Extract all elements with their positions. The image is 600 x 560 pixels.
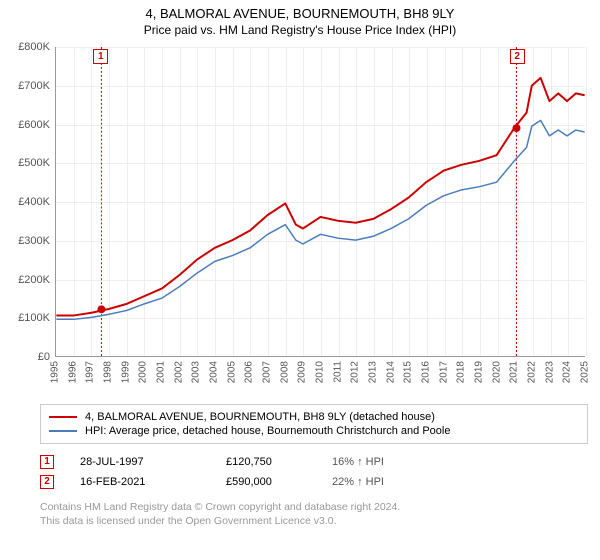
- xtick-label: 2005: [226, 361, 237, 383]
- sale-price: £120,750: [226, 456, 306, 468]
- ytick-label: £400K: [0, 196, 50, 208]
- xtick-label: 2011: [332, 361, 343, 383]
- sale-pct: 22% ↑ HPI: [332, 476, 442, 488]
- series-hpi: [56, 120, 584, 319]
- xtick-label: 2018: [456, 361, 467, 383]
- xtick-label: 2010: [315, 361, 326, 383]
- xtick-label: 2016: [421, 361, 432, 383]
- xtick-label: 2006: [244, 361, 255, 383]
- sale-row: 2 16-FEB-2021 £590,000 22% ↑ HPI: [40, 472, 588, 492]
- series-property: [56, 78, 584, 316]
- attribution-line2: This data is licensed under the Open Gov…: [40, 514, 588, 528]
- sales-list: 1 28-JUL-1997 £120,750 16% ↑ HPI 2 16-FEB-202…: [40, 452, 588, 492]
- xtick-label: 1998: [103, 361, 114, 383]
- marker-badge: 2: [510, 49, 525, 64]
- marker-dot: [97, 305, 105, 313]
- ytick-label: £0: [0, 351, 50, 363]
- chart-svg: [56, 47, 585, 356]
- chart-subtitle: Price paid vs. HM Land Registry's House …: [0, 23, 600, 37]
- legend-row: HPI: Average price, detached house, Bour…: [49, 424, 579, 438]
- chart-area: £0 £100K £200K £300K £400K £500K £600K £700K £80…: [0, 39, 600, 399]
- chart-header: 4, BALMORAL AVENUE, BOURNEMOUTH, BH8 9LY…: [0, 0, 600, 39]
- chart-title: 4, BALMORAL AVENUE, BOURNEMOUTH, BH8 9LY: [0, 6, 600, 21]
- xtick-label: 2007: [262, 361, 273, 383]
- gridline-v: [586, 47, 587, 356]
- ytick-label: £100K: [0, 312, 50, 324]
- plot-area: [55, 47, 585, 357]
- xtick-label: 2022: [527, 361, 538, 383]
- ytick-label: £200K: [0, 274, 50, 286]
- xtick-label: 2002: [173, 361, 184, 383]
- xtick-label: 2003: [191, 361, 202, 383]
- xtick-label: 1995: [50, 361, 61, 383]
- sale-price: £590,000: [226, 476, 306, 488]
- legend-label: HPI: Average price, detached house, Bour…: [85, 425, 450, 437]
- xtick-label: 2013: [368, 361, 379, 383]
- ytick-label: £800K: [0, 41, 50, 53]
- legend-box: 4, BALMORAL AVENUE, BOURNEMOUTH, BH8 9LY…: [40, 404, 588, 444]
- attribution: Contains HM Land Registry data © Crown c…: [40, 500, 588, 528]
- xtick-label: 2012: [350, 361, 361, 383]
- info-block: 4, BALMORAL AVENUE, BOURNEMOUTH, BH8 9LY…: [40, 404, 588, 528]
- xtick-label: 2025: [580, 361, 591, 383]
- marker-badge: 1: [93, 49, 108, 64]
- sale-date: 16-FEB-2021: [80, 476, 200, 488]
- sale-badge: 1: [40, 455, 54, 469]
- ytick-label: £600K: [0, 119, 50, 131]
- xtick-label: 2024: [562, 361, 573, 383]
- sale-row: 1 28-JUL-1997 £120,750 16% ↑ HPI: [40, 452, 588, 472]
- sale-date: 28-JUL-1997: [80, 456, 200, 468]
- xtick-label: 1999: [120, 361, 131, 383]
- ytick-label: £500K: [0, 157, 50, 169]
- xtick-label: 2014: [385, 361, 396, 383]
- xtick-label: 2004: [209, 361, 220, 383]
- xtick-label: 2020: [491, 361, 502, 383]
- legend-swatch: [49, 430, 77, 432]
- marker-dot: [513, 124, 521, 132]
- attribution-line1: Contains HM Land Registry data © Crown c…: [40, 500, 588, 514]
- legend-label: 4, BALMORAL AVENUE, BOURNEMOUTH, BH8 9LY…: [85, 411, 435, 423]
- xtick-label: 1997: [85, 361, 96, 383]
- sale-pct: 16% ↑ HPI: [332, 456, 442, 468]
- xtick-label: 2008: [279, 361, 290, 383]
- xtick-label: 2001: [156, 361, 167, 383]
- xtick-label: 1996: [67, 361, 78, 383]
- xtick-label: 2017: [438, 361, 449, 383]
- ytick-label: £700K: [0, 80, 50, 92]
- xtick-label: 2009: [297, 361, 308, 383]
- xtick-label: 2023: [544, 361, 555, 383]
- xtick-label: 2000: [138, 361, 149, 383]
- legend-swatch: [49, 416, 77, 418]
- ytick-label: £300K: [0, 235, 50, 247]
- xtick-label: 2021: [509, 361, 520, 383]
- xtick-label: 2019: [474, 361, 485, 383]
- xtick-label: 2015: [403, 361, 414, 383]
- sale-badge: 2: [40, 475, 54, 489]
- legend-row: 4, BALMORAL AVENUE, BOURNEMOUTH, BH8 9LY…: [49, 410, 579, 424]
